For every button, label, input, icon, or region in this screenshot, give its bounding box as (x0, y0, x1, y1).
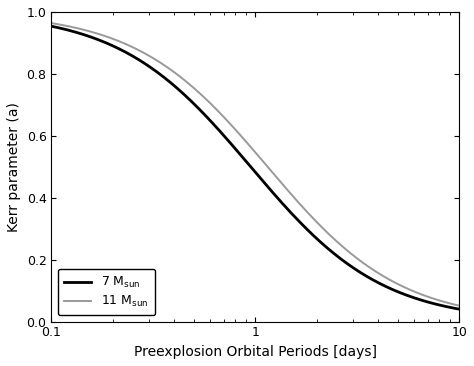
Y-axis label: Kerr parameter (a): Kerr parameter (a) (7, 102, 21, 232)
11 M$_\mathsf{sun}$ (366, 265, 372, 269)
7 M$_\mathsf{sun}$ (374, 280, 380, 284)
Line: 11 M$_\mathsf{sun}$: 11 M$_\mathsf{sun}$ (51, 23, 459, 306)
7 M$_\mathsf{sun}$ (48, 24, 54, 29)
7 M$_\mathsf{sun}$ (456, 307, 462, 311)
11 M$_\mathsf{sun}$ (374, 270, 380, 274)
11 M$_\mathsf{sun}$ (213, 107, 219, 111)
7 M$_\mathsf{sun}$ (90, 36, 96, 40)
7 M$_\mathsf{sun}$ (228, 142, 234, 146)
Line: 7 M$_\mathsf{sun}$: 7 M$_\mathsf{sun}$ (51, 26, 459, 309)
11 M$_\mathsf{sun}$ (228, 123, 234, 127)
X-axis label: Preexplosion Orbital Periods [days]: Preexplosion Orbital Periods [days] (134, 345, 377, 359)
11 M$_\mathsf{sun}$ (456, 303, 462, 308)
11 M$_\mathsf{sun}$ (48, 21, 54, 25)
11 M$_\mathsf{sun}$ (90, 30, 96, 34)
7 M$_\mathsf{sun}$ (328, 249, 334, 254)
Legend: 7 M$_\mathsf{sun}$, 11 M$_\mathsf{sun}$: 7 M$_\mathsf{sun}$, 11 M$_\mathsf{sun}$ (58, 269, 155, 315)
11 M$_\mathsf{sun}$ (328, 234, 334, 239)
7 M$_\mathsf{sun}$ (366, 276, 372, 280)
7 M$_\mathsf{sun}$ (213, 125, 219, 129)
